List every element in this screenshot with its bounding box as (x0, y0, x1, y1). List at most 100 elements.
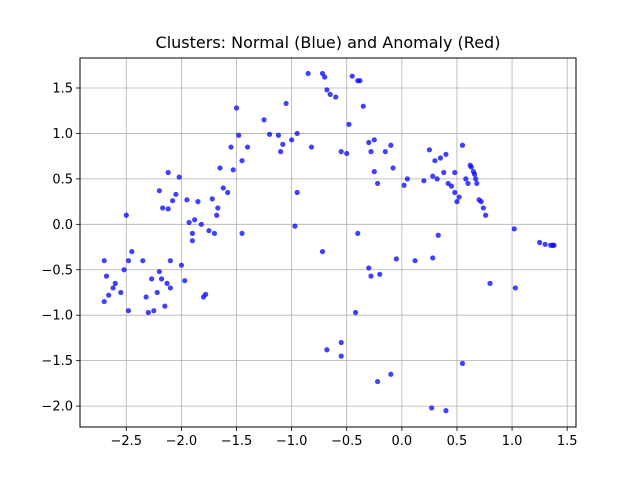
x-tick-label: 1.0 (502, 434, 523, 449)
data-point (160, 205, 166, 211)
data-point (487, 280, 493, 286)
x-tick-label: −2.0 (166, 434, 198, 449)
data-point (465, 180, 471, 187)
data-point (236, 132, 242, 138)
data-point (443, 151, 449, 157)
data-point (421, 178, 427, 184)
data-point (437, 155, 444, 161)
y-tick-label: 1.0 (52, 127, 73, 142)
data-point (305, 70, 311, 77)
data-point (324, 87, 330, 93)
data-point (473, 176, 479, 182)
data-point (454, 199, 460, 205)
data-point (266, 131, 273, 137)
plot-frame (79, 57, 577, 428)
y-tick-label: 1.5 (52, 81, 73, 96)
data-point (390, 165, 396, 171)
y-axis-ticks: −2.0 −1.5 −1.0 −0.5 0.0 0.5 1.0 1.5 (41, 81, 80, 415)
data-point (280, 141, 286, 147)
data-point (375, 378, 381, 385)
data-point (195, 199, 201, 205)
data-point (101, 258, 107, 264)
data-point (542, 241, 548, 247)
data-point (459, 360, 466, 366)
x-tick-label: −2.5 (111, 434, 143, 449)
data-point (511, 226, 517, 232)
data-point (225, 189, 231, 196)
data-point (182, 278, 188, 284)
data-point (198, 221, 204, 227)
data-point (322, 74, 328, 80)
y-tick-label: −0.5 (41, 263, 73, 278)
data-point (189, 238, 196, 244)
data-point (292, 223, 298, 229)
data-point (125, 308, 132, 314)
data-point (426, 147, 433, 153)
chart-title: Clusters: Normal (Blue) and Anomaly (Red… (156, 33, 501, 52)
data-point (220, 185, 226, 191)
data-point (338, 149, 344, 155)
data-points (101, 70, 557, 414)
data-point (156, 268, 162, 275)
data-point (468, 164, 474, 170)
data-point (429, 405, 435, 411)
data-point (206, 228, 212, 234)
data-point (239, 158, 245, 164)
data-point (480, 205, 487, 211)
data-point (355, 230, 361, 237)
data-point (289, 137, 295, 143)
data-point (483, 212, 489, 218)
data-point (101, 298, 107, 305)
data-point (432, 158, 438, 164)
data-point (551, 242, 557, 248)
data-point (278, 149, 284, 155)
x-tick-label: 1.5 (557, 434, 578, 449)
data-point (211, 230, 218, 237)
data-point (366, 139, 372, 146)
data-point (145, 309, 151, 316)
x-tick-label: −1.5 (221, 434, 253, 449)
grid-lines (80, 58, 576, 427)
data-point (203, 291, 209, 297)
data-point (186, 219, 192, 226)
data-point (430, 255, 436, 261)
data-point (143, 294, 149, 300)
data-point (443, 408, 449, 414)
data-point (368, 149, 374, 155)
data-point (441, 169, 447, 176)
data-point (346, 121, 352, 127)
y-tick-label: 0.0 (52, 218, 73, 233)
data-point (169, 198, 176, 204)
data-point (112, 280, 118, 286)
data-point (459, 142, 466, 148)
x-tick-label: 0.0 (392, 434, 413, 449)
data-point (140, 258, 146, 264)
y-tick-label: 0.5 (52, 172, 73, 187)
data-point (375, 180, 381, 187)
data-point (110, 285, 116, 291)
data-point (158, 276, 165, 282)
data-point (448, 183, 455, 189)
y-tick-label: −1.5 (41, 354, 73, 369)
data-point (333, 94, 339, 100)
data-point (123, 212, 129, 218)
data-point (162, 303, 168, 309)
data-point (478, 199, 484, 205)
data-point (189, 230, 196, 237)
x-axis-ticks: −2.5 −2.0 −1.5 −1.0 −0.5 0.0 0.5 1.0 1.5 (111, 427, 578, 449)
data-point (456, 194, 462, 200)
data-point (308, 144, 315, 150)
data-point (121, 267, 127, 273)
data-point (452, 169, 458, 176)
data-point (184, 197, 190, 203)
data-point (430, 173, 436, 179)
data-point (164, 280, 170, 286)
data-point (294, 130, 300, 137)
data-point (209, 196, 215, 202)
data-point (452, 189, 458, 196)
data-point (324, 347, 330, 353)
data-point (154, 289, 160, 296)
data-point (360, 103, 366, 109)
data-point (512, 285, 518, 291)
